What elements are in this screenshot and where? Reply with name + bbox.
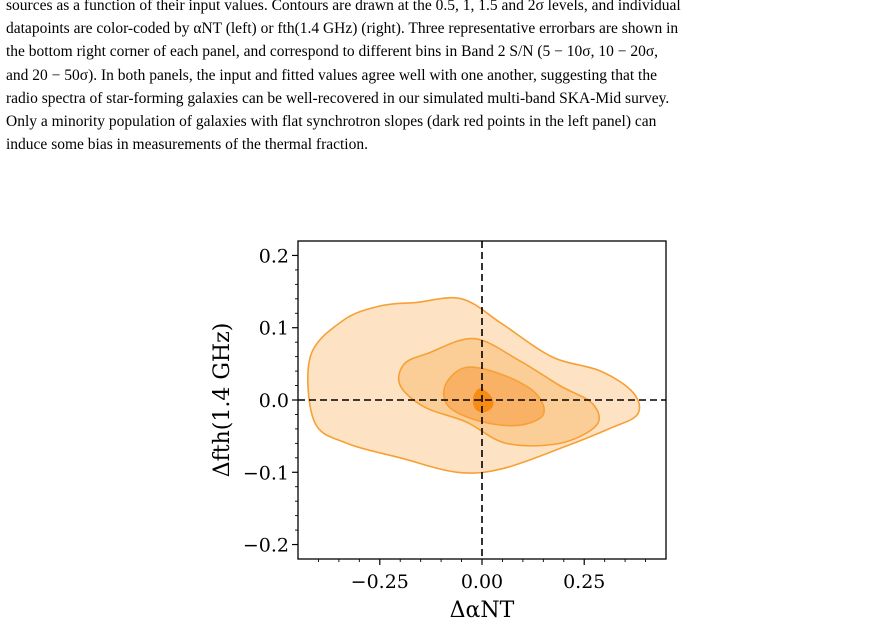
caption-line: and 20 − 50σ). In both panels, the input… bbox=[6, 66, 657, 84]
caption-line: the bottom right corner of each panel, a… bbox=[6, 43, 659, 61]
tick-layer: −0.25 0.00 0.25 −0.2 −0.1 0.0 0.1 0.2 bbox=[243, 245, 647, 593]
y-tick-label: 0.0 bbox=[259, 390, 289, 412]
x-tick-label: −0.25 bbox=[351, 571, 409, 593]
x-tick-label: 0.25 bbox=[563, 571, 605, 593]
caption-line: datapoints are color-coded by αNT (left)… bbox=[6, 20, 679, 38]
caption-line: induce some bias in measurements of the … bbox=[6, 136, 368, 154]
y-tick-label: −0.2 bbox=[243, 535, 289, 557]
caption-line: sources as a function of their input val… bbox=[6, 0, 681, 14]
contour-1sigma bbox=[442, 366, 545, 427]
y-tick-label: 0.2 bbox=[259, 245, 289, 267]
x-axis-label: ΔαNT bbox=[450, 598, 515, 623]
caption-line: Only a minority population of galaxies w… bbox=[6, 113, 657, 131]
reference-lines bbox=[298, 241, 666, 559]
y-tick-label: 0.1 bbox=[259, 318, 289, 340]
contour-0.5sigma bbox=[472, 388, 494, 413]
y-tick-label: −0.1 bbox=[243, 462, 289, 484]
figure-caption: sources as a function of their input val… bbox=[6, 0, 864, 156]
contour-layer bbox=[307, 296, 641, 474]
x-tick-label: 0.00 bbox=[461, 571, 503, 593]
caption-line: radio spectra of star-forming galaxies c… bbox=[6, 89, 670, 107]
y-axis-label: Δfth(1.4 GHz) bbox=[210, 323, 235, 478]
